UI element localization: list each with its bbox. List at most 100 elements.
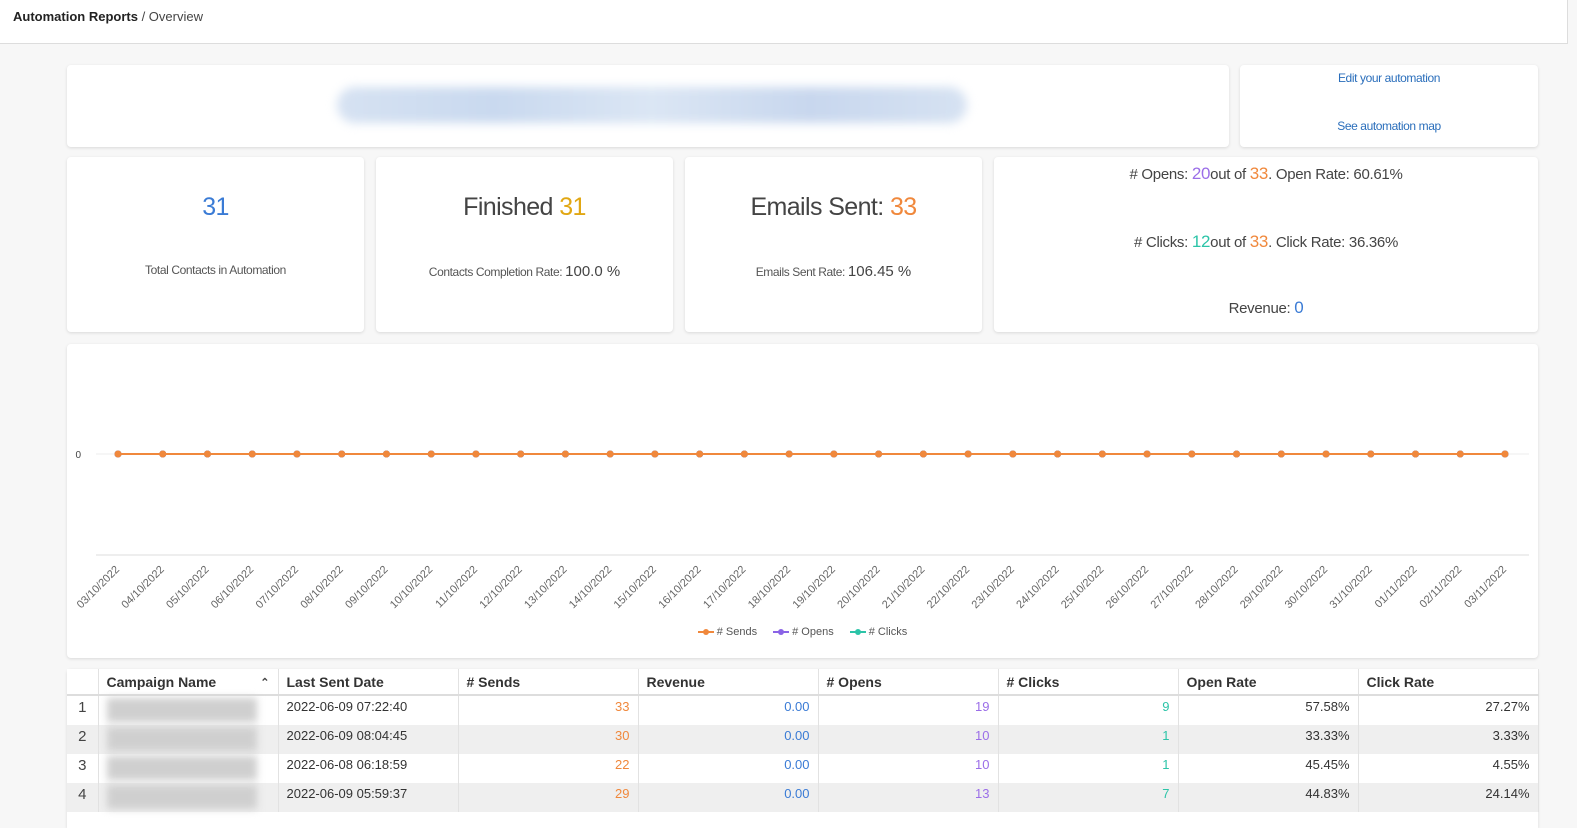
x-tick-label: 09/10/2022	[343, 564, 390, 611]
series-point	[606, 450, 614, 458]
series-point	[338, 450, 346, 458]
x-tick-label: 22/10/2022	[925, 564, 972, 611]
open-rate-cell: 33.33%	[1178, 725, 1359, 754]
series-point	[114, 450, 122, 458]
y-tick-label: 0	[75, 450, 81, 461]
x-tick-label: 20/10/2022	[835, 564, 882, 611]
emails-sent-label: Emails Sent:	[750, 193, 884, 221]
campaign-table: Campaign Name ⌃ Last Sent Date # Sends Re…	[67, 669, 1539, 812]
emails-stat-card: Emails Sent: 33 Emails Sent Rate: 106.45…	[685, 157, 982, 332]
column-header-click-rate[interactable]: Click Rate	[1358, 669, 1539, 696]
table-row[interactable]: 3 2022-06-08 06:18:59 22 0.00 10 1 45.45…	[67, 754, 1539, 783]
automation-map-link[interactable]: See automation map	[1337, 119, 1441, 133]
column-header-sends[interactable]: # Sends	[458, 669, 639, 696]
legend-swatch-icon	[773, 627, 790, 637]
automation-title-card	[67, 65, 1229, 147]
completion-rate-value: 100.0 %	[565, 263, 621, 280]
edit-automation-link[interactable]: Edit your automation	[1337, 71, 1441, 85]
breadcrumb: Automation Reports / Overview	[13, 9, 203, 24]
last-sent-date: 2022-06-09 05:59:37	[278, 783, 459, 812]
sort-ascending-icon[interactable]: ⌃	[260, 676, 270, 689]
campaign-name-redacted[interactable]	[98, 725, 279, 754]
column-header-clicks[interactable]: # Clicks	[998, 669, 1179, 696]
legend-label: # Clicks	[868, 626, 908, 638]
row-index: 4	[67, 783, 99, 812]
series-point	[651, 450, 659, 458]
top-bar: Automation Reports / Overview	[0, 0, 1568, 44]
legend-item[interactable]: # Sends	[697, 626, 758, 638]
finished-value: 31	[559, 193, 586, 221]
column-header-open-rate[interactable]: Open Rate	[1178, 669, 1359, 696]
x-tick-label: 12/10/2022	[477, 564, 524, 611]
timeline-chart-card: 0 03/10/2022 04/10/2022 05/10/2022 06/10/202…	[67, 344, 1538, 658]
completion-rate-label: Contacts Completion Rate:	[428, 265, 563, 279]
sends-cell: 30	[458, 725, 639, 754]
series-point	[1456, 450, 1464, 458]
total-contacts-number: 31	[202, 193, 229, 221]
table-row[interactable]: 2 2022-06-09 08:04:45 30 0.00 10 1 33.33…	[67, 725, 1539, 754]
legend-label: # Sends	[716, 626, 758, 638]
opens-cell: 13	[818, 783, 999, 812]
campaign-name-redacted[interactable]	[98, 754, 279, 783]
open-rate-cell: 44.83%	[1178, 783, 1359, 812]
series-point	[1054, 450, 1062, 458]
column-header-last-sent-date[interactable]: Last Sent Date	[278, 669, 459, 696]
timeline-chart: 0 03/10/202204/10/202205/10/202206/10/202…	[75, 450, 1529, 611]
opens-cell: 19	[818, 695, 999, 725]
legend-label: # Opens	[792, 626, 834, 638]
opens-metric: # Opens: 20out of 33. Open Rate: 60.61%	[994, 164, 1538, 184]
finished-label: Finished	[463, 193, 553, 221]
series-point	[830, 450, 838, 458]
revenue-cell: 0.00	[638, 725, 819, 754]
x-tick-label: 06/10/2022	[209, 564, 256, 611]
legend-item[interactable]: # Opens	[773, 626, 834, 638]
campaign-name-redacted[interactable]	[98, 695, 279, 725]
clicks-out-of: out of	[1210, 234, 1246, 251]
x-tick-label: 10/10/2022	[388, 564, 435, 611]
row-index: 3	[67, 754, 99, 783]
x-tick-label: 15/10/2022	[612, 564, 659, 611]
open-rate: . Open Rate: 60.61%	[1268, 166, 1403, 183]
x-tick-label: 28/10/2022	[1193, 564, 1240, 611]
row-index: 2	[67, 725, 99, 754]
series-point	[1098, 450, 1106, 458]
x-tick-label: 01/11/2022	[1373, 564, 1420, 611]
click-rate-cell: 27.27%	[1358, 695, 1539, 725]
revenue-metric: Revenue: 0	[994, 298, 1538, 318]
series-point	[248, 450, 256, 458]
revenue-cell: 0.00	[638, 695, 819, 725]
legend-item[interactable]: # Clicks	[849, 626, 908, 638]
column-header-revenue[interactable]: Revenue	[638, 669, 819, 696]
x-tick-label: 27/10/2022	[1149, 564, 1196, 611]
x-tick-label: 19/10/2022	[791, 564, 838, 611]
row-index: 1	[67, 695, 99, 725]
series-point	[1412, 450, 1420, 458]
open-rate-cell: 45.45%	[1178, 754, 1359, 783]
breadcrumb-root[interactable]: Automation Reports	[13, 9, 138, 24]
index-column-header	[67, 669, 99, 696]
breadcrumb-current: Overview	[148, 9, 203, 24]
campaign-name-redacted[interactable]	[98, 783, 279, 812]
automation-links-card: Edit your automation See automation map	[1240, 65, 1538, 147]
opens-out-of: out of	[1210, 166, 1246, 183]
x-tick-label: 13/10/2022	[522, 564, 569, 611]
revenue-cell: 0.00	[638, 754, 819, 783]
series-point	[740, 450, 748, 458]
finished-stat-card: Finished 31 Contacts Completion Rate: 10…	[376, 157, 673, 332]
revenue-label: Revenue:	[1228, 300, 1291, 317]
emails-sent-rate: Emails Sent Rate: 106.45 %	[685, 263, 982, 280]
automation-title-redacted	[337, 87, 967, 123]
column-header-campaign-name[interactable]: Campaign Name ⌃	[98, 669, 279, 696]
table-row[interactable]: 1 2022-06-09 07:22:40 33 0.00 19 9 57.58…	[67, 695, 1539, 725]
revenue-value: 0	[1294, 298, 1304, 317]
column-header-opens[interactable]: # Opens	[818, 669, 999, 696]
click-rate: . Click Rate: 36.36%	[1268, 234, 1398, 251]
x-tick-label: 17/10/2022	[701, 564, 748, 611]
clicks-cell: 1	[998, 754, 1179, 783]
engagement-metrics-card: # Opens: 20out of 33. Open Rate: 60.61% …	[994, 157, 1538, 332]
x-tick-label: 25/10/2022	[1059, 564, 1106, 611]
series-point	[696, 450, 704, 458]
table-row[interactable]: 4 2022-06-09 05:59:37 29 0.00 13 7 44.83…	[67, 783, 1539, 812]
opens-value: 20	[1191, 164, 1211, 183]
clicks-value: 12	[1191, 232, 1211, 251]
